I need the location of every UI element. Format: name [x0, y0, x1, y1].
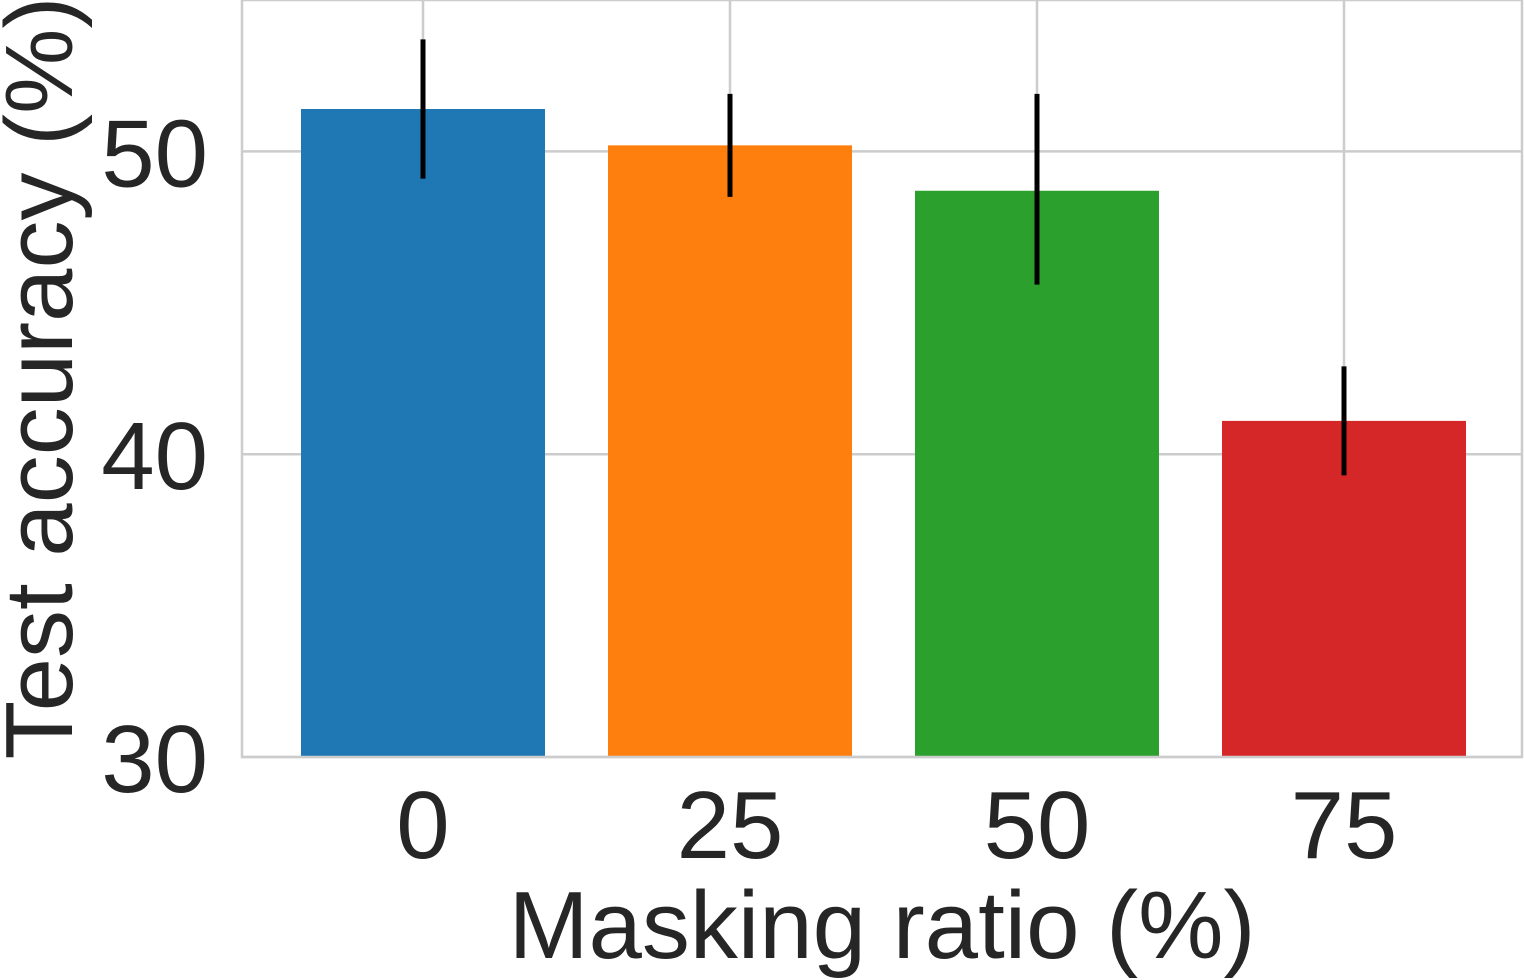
bar-25: [608, 145, 852, 757]
x-tick-label: 75: [1291, 772, 1398, 879]
y-tick-labels: 30 40 50: [101, 100, 208, 813]
plot-frame: [240, 0, 1524, 759]
x-tick-label: 50: [984, 772, 1091, 879]
error-bars-group: [420, 39, 1347, 476]
bars-group: [301, 109, 1466, 758]
x-axis-label: Masking ratio (%): [509, 872, 1256, 979]
bar-50: [915, 190, 1159, 758]
x-tick-label: 25: [677, 772, 784, 879]
x-tick-label: 0: [396, 772, 449, 879]
bar-75: [1222, 420, 1466, 757]
x-tick-labels: 0 25 50 75: [396, 772, 1397, 879]
bar-0: [301, 109, 545, 758]
y-tick-label: 40: [101, 403, 208, 510]
y-tick-label: 30: [101, 706, 208, 813]
y-tick-label: 50: [101, 100, 208, 207]
x-grid-lines: [421, 0, 1346, 757]
y-axis-label: Test accuracy (%): [0, 0, 93, 759]
